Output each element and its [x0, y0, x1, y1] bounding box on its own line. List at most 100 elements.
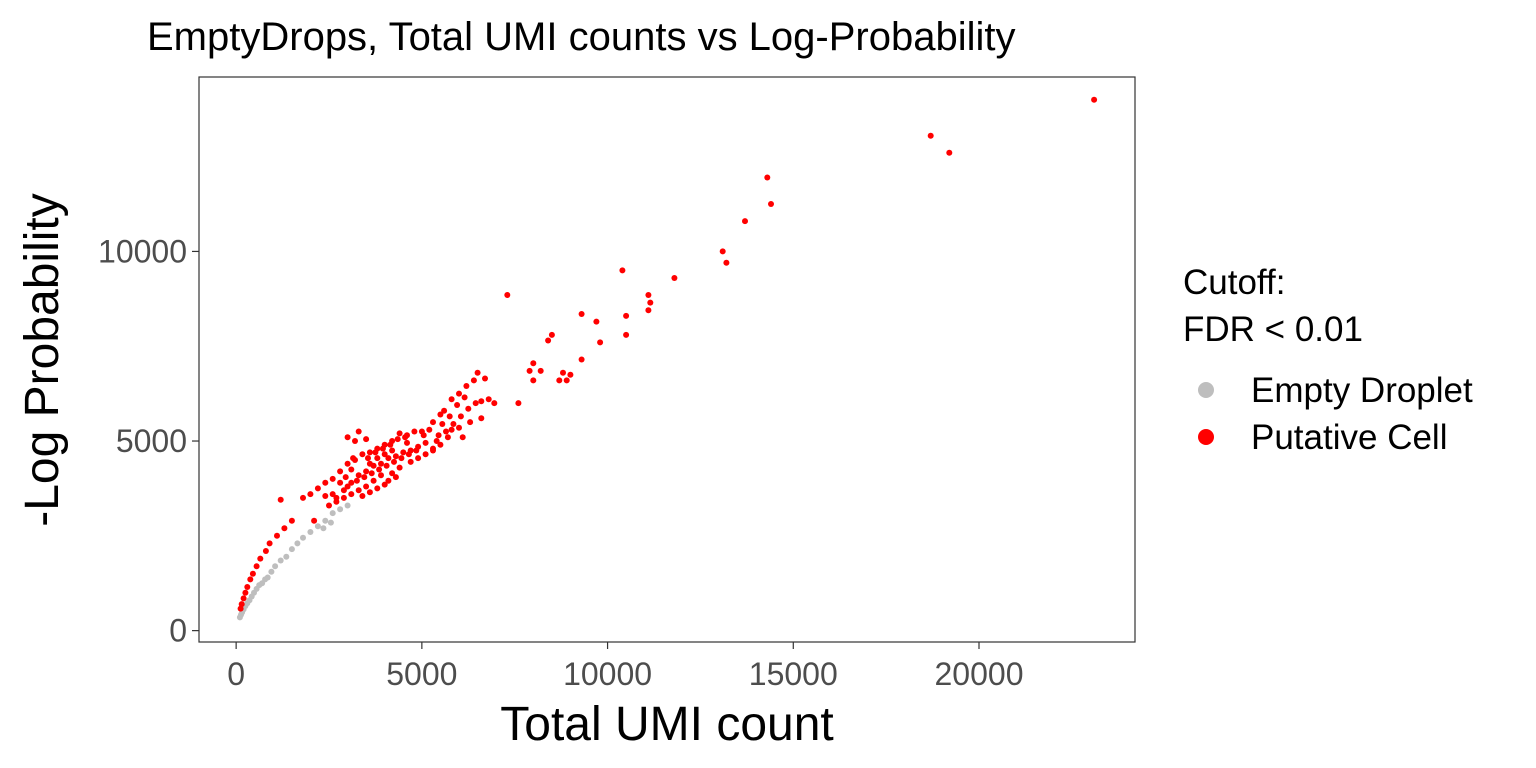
data-point: [457, 413, 464, 420]
data-point: [392, 453, 399, 460]
data-point: [262, 548, 269, 554]
data-point: [459, 434, 466, 441]
data-point: [391, 458, 397, 465]
data-point: [281, 525, 288, 532]
data-point: [394, 436, 401, 443]
data-point: [407, 458, 414, 465]
data-point: [244, 584, 251, 590]
data-point: [348, 466, 355, 473]
data-point: [240, 595, 247, 602]
data-point: [433, 438, 440, 444]
data-point: [370, 477, 377, 484]
x-tick-label: 15000: [749, 656, 838, 692]
x-tick-label: 20000: [935, 656, 1024, 692]
legend-items: Empty Droplet Putative Cell: [1198, 371, 1473, 457]
plot-panel-border: [198, 76, 1136, 643]
data-point: [537, 367, 544, 374]
legend-title-line-1: Cutoff:: [1183, 263, 1285, 302]
series-1: [237, 96, 1098, 612]
data-point: [381, 481, 388, 488]
data-point: [378, 472, 384, 479]
data-point: [378, 460, 384, 467]
data-point: [333, 498, 340, 505]
y-axis-title: -Log Probability: [16, 193, 69, 527]
data-point: [671, 275, 678, 281]
data-point: [719, 248, 726, 255]
data-point: [450, 421, 457, 427]
data-point: [344, 483, 351, 490]
x-axis: 0 5000 10000 15000 20000: [227, 642, 1023, 692]
data-point: [311, 517, 318, 524]
data-point: [504, 292, 511, 298]
data-point: [461, 394, 468, 401]
data-point: [257, 555, 264, 562]
data-point: [485, 396, 492, 403]
data-point: [322, 479, 329, 486]
data-point: [441, 407, 448, 414]
data-point: [340, 494, 347, 501]
data-point: [359, 451, 366, 458]
series-0: [236, 502, 351, 621]
data-point: [467, 419, 474, 426]
data-point: [437, 441, 444, 448]
data-point: [491, 400, 498, 407]
data-point: [381, 451, 388, 458]
data-point: [404, 439, 410, 446]
data-point: [443, 428, 449, 435]
data-point: [454, 402, 461, 408]
data-point: [344, 434, 351, 441]
data-point: [272, 563, 279, 570]
data-point: [385, 477, 392, 484]
data-point: [448, 426, 455, 433]
data-point: [430, 447, 436, 454]
data-point: [400, 449, 407, 456]
data-point: [530, 360, 537, 367]
data-point: [247, 576, 254, 583]
data-point: [742, 218, 748, 225]
data-point: [314, 523, 321, 530]
legend-item: Empty Droplet: [1198, 371, 1473, 410]
data-point: [413, 447, 420, 454]
data-point: [563, 377, 570, 384]
x-tick-label: 0: [227, 656, 245, 692]
data-point: [396, 430, 403, 437]
data-point: [645, 307, 652, 314]
data-point: [355, 472, 362, 479]
data-point: [396, 464, 403, 471]
data-point: [530, 377, 537, 384]
data-point: [264, 574, 271, 581]
data-point: [647, 299, 654, 306]
data-point: [242, 589, 249, 596]
data-point: [456, 424, 462, 431]
data-point: [374, 455, 381, 462]
legend-label: Empty Droplet: [1251, 371, 1473, 410]
data-point: [274, 532, 280, 539]
data-point: [368, 470, 375, 477]
data-point: [277, 557, 284, 564]
data-point: [363, 468, 370, 475]
data-point: [348, 491, 355, 498]
data-point: [326, 502, 332, 509]
data-point: [353, 477, 360, 484]
y-tick-label: 10000: [98, 233, 187, 269]
x-tick-label: 5000: [386, 656, 457, 692]
data-point: [294, 540, 301, 547]
data-point: [342, 474, 349, 481]
data-point: [645, 292, 652, 298]
y-tick-label: 5000: [116, 423, 187, 459]
data-point: [515, 400, 522, 407]
data-point: [567, 371, 574, 378]
data-point: [422, 451, 429, 458]
data-point: [372, 449, 379, 456]
data-point: [355, 428, 362, 435]
data-point: [764, 174, 771, 181]
data-point: [472, 400, 479, 407]
chart-title: EmptyDrops, Total UMI counts vs Log-Prob…: [147, 15, 1016, 59]
data-point: [927, 132, 934, 139]
x-tick-label: 10000: [563, 656, 652, 692]
data-point: [337, 479, 344, 486]
data-point: [376, 466, 383, 473]
data-point: [474, 369, 481, 376]
data-point: [348, 479, 355, 486]
data-point: [456, 390, 462, 397]
